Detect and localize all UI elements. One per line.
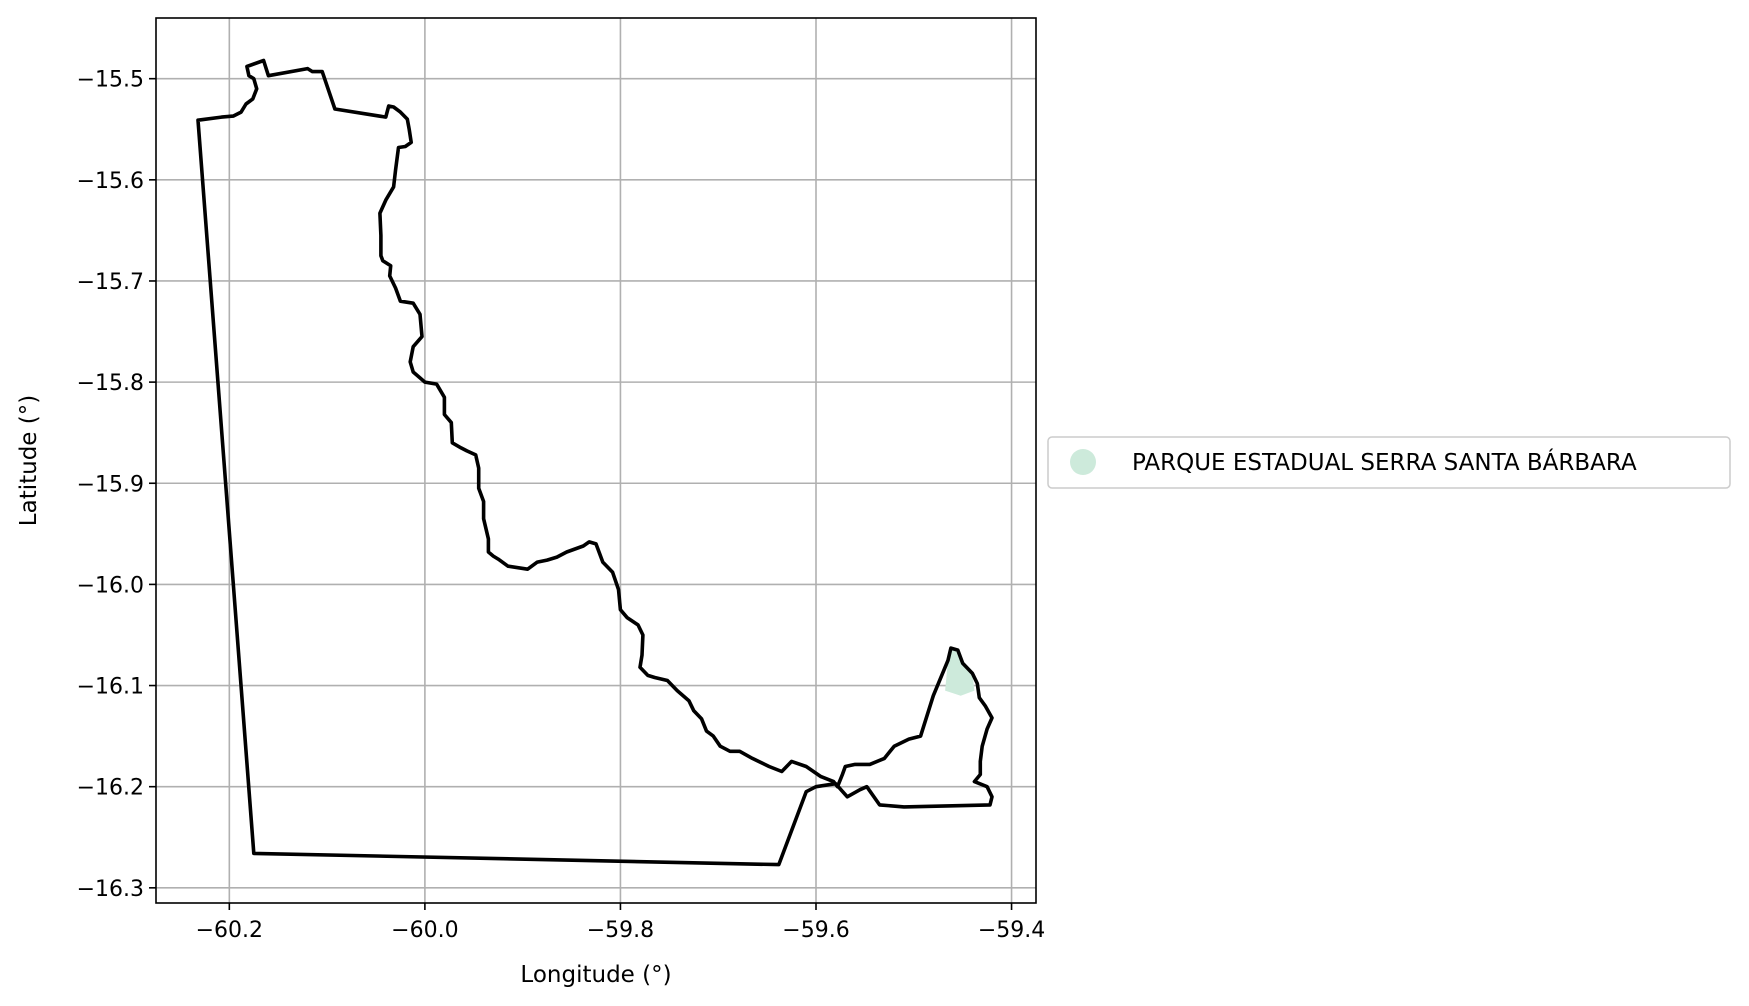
boundary-layer [196, 58, 994, 867]
y-ticks: −15.5 −15.6 −15.7 −15.8 −15.9 −16.0 −16.1 −16.2… [77, 68, 156, 902]
plot-frame [155, 17, 1037, 904]
legend-box [1047, 436, 1731, 489]
x-tick-label: −59.6 [782, 918, 849, 943]
x-tick-label: −59.8 [587, 918, 654, 943]
y-tick-label: −16.0 [77, 573, 144, 598]
x-tick-label: −60.2 [196, 918, 263, 943]
y-tick-label: −15.9 [77, 472, 144, 497]
park-area-polygon [945, 648, 975, 696]
x-tick-label: −60.0 [391, 918, 458, 943]
y-tick-label: −15.7 [77, 270, 144, 295]
legend-marker [1070, 449, 1096, 475]
x-tick-label: −59.4 [978, 918, 1045, 943]
y-tick-label: −16.1 [77, 675, 144, 700]
x-ticks: −60.2 −60.0 −59.8 −59.6 −59.4 [196, 903, 1045, 943]
boundary-polygon [196, 58, 994, 867]
grid-layer [156, 18, 1036, 903]
y-tick-label: −15.6 [77, 169, 144, 194]
park-layer [945, 648, 975, 696]
y-axis-title: Latitude (°) [16, 395, 42, 526]
y-tick-label: −15.5 [77, 68, 144, 93]
x-axis-title: Longitude (°) [520, 962, 671, 988]
y-tick-label: −16.2 [77, 776, 144, 801]
y-tick-label: −16.3 [77, 877, 144, 902]
y-tick-label: −15.8 [77, 371, 144, 396]
legend: PARQUE ESTADUAL SERRA SANTA BÁRBARA [1047, 436, 1731, 489]
legend-label: PARQUE ESTADUAL SERRA SANTA BÁRBARA [1132, 448, 1637, 476]
